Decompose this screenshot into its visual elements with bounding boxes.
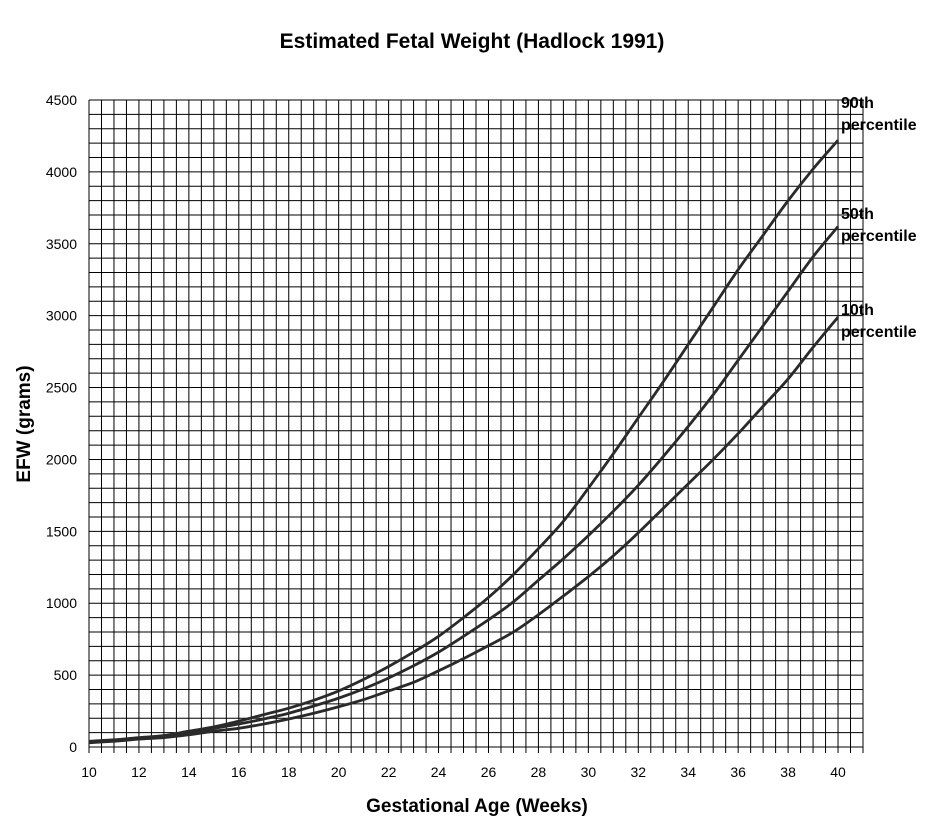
y-tick-label: 1500 bbox=[46, 523, 77, 539]
y-tick-label: 3500 bbox=[46, 236, 77, 252]
series-label-line2: percentile bbox=[841, 324, 917, 341]
series-line-50th bbox=[88, 225, 840, 744]
y-tick-label: 2500 bbox=[46, 380, 77, 396]
x-tick-label: 24 bbox=[431, 764, 447, 780]
x-tick-label: 28 bbox=[531, 764, 547, 780]
x-tick-label: 32 bbox=[631, 764, 647, 780]
y-tick-label: 1000 bbox=[46, 595, 77, 611]
series-label-10th: 10th percentile bbox=[841, 302, 917, 341]
x-tick-label: 26 bbox=[481, 764, 497, 780]
x-axis-label: Gestational Age (Weeks) bbox=[366, 796, 588, 817]
chart-title: Estimated Fetal Weight (Hadlock 1991) bbox=[280, 30, 665, 53]
y-tick-label: 4000 bbox=[46, 164, 77, 180]
x-tick-label: 20 bbox=[331, 764, 347, 780]
x-tick-label: 38 bbox=[780, 764, 796, 780]
grid bbox=[88, 99, 864, 753]
x-tick-label: 18 bbox=[281, 764, 297, 780]
series-label-line1: 90th bbox=[841, 95, 874, 112]
x-tick-label: 40 bbox=[830, 764, 846, 780]
series-line-10th bbox=[88, 316, 840, 745]
x-axis-ticks: 10 12 14 16 18 20 22 24 26 28 30 32 34 36 38 40 bbox=[81, 764, 846, 780]
x-tick-label: 34 bbox=[680, 764, 696, 780]
x-tick-label: 30 bbox=[581, 764, 597, 780]
x-tick-label: 22 bbox=[381, 764, 397, 780]
series-line-90th bbox=[88, 139, 840, 743]
x-tick-label: 36 bbox=[730, 764, 746, 780]
x-tick-label: 16 bbox=[231, 764, 247, 780]
y-tick-label: 500 bbox=[54, 667, 78, 683]
x-tick-label: 14 bbox=[181, 764, 197, 780]
series-label-90th: 90th percentile bbox=[841, 95, 917, 134]
series-labels: 90th percentile 50th percentile 10th percenti… bbox=[841, 95, 917, 341]
x-tick-label: 12 bbox=[131, 764, 147, 780]
y-tick-label: 3000 bbox=[46, 308, 77, 324]
y-axis-label: EFW (grams) bbox=[14, 365, 35, 482]
y-axis-ticks: 0 500 1000 1500 2000 2500 3000 3500 4000 4500 bbox=[46, 92, 77, 755]
series-lines bbox=[88, 139, 840, 745]
series-label-line1: 50th bbox=[841, 206, 874, 223]
y-tick-label: 0 bbox=[69, 739, 77, 755]
y-tick-label: 2000 bbox=[46, 451, 77, 467]
series-label-line1: 10th bbox=[841, 302, 874, 319]
series-label-line2: percentile bbox=[841, 228, 917, 245]
series-label-50th: 50th percentile bbox=[841, 206, 917, 245]
y-tick-label: 4500 bbox=[46, 92, 77, 108]
series-label-line2: percentile bbox=[841, 117, 917, 134]
x-tick-label: 10 bbox=[81, 764, 97, 780]
